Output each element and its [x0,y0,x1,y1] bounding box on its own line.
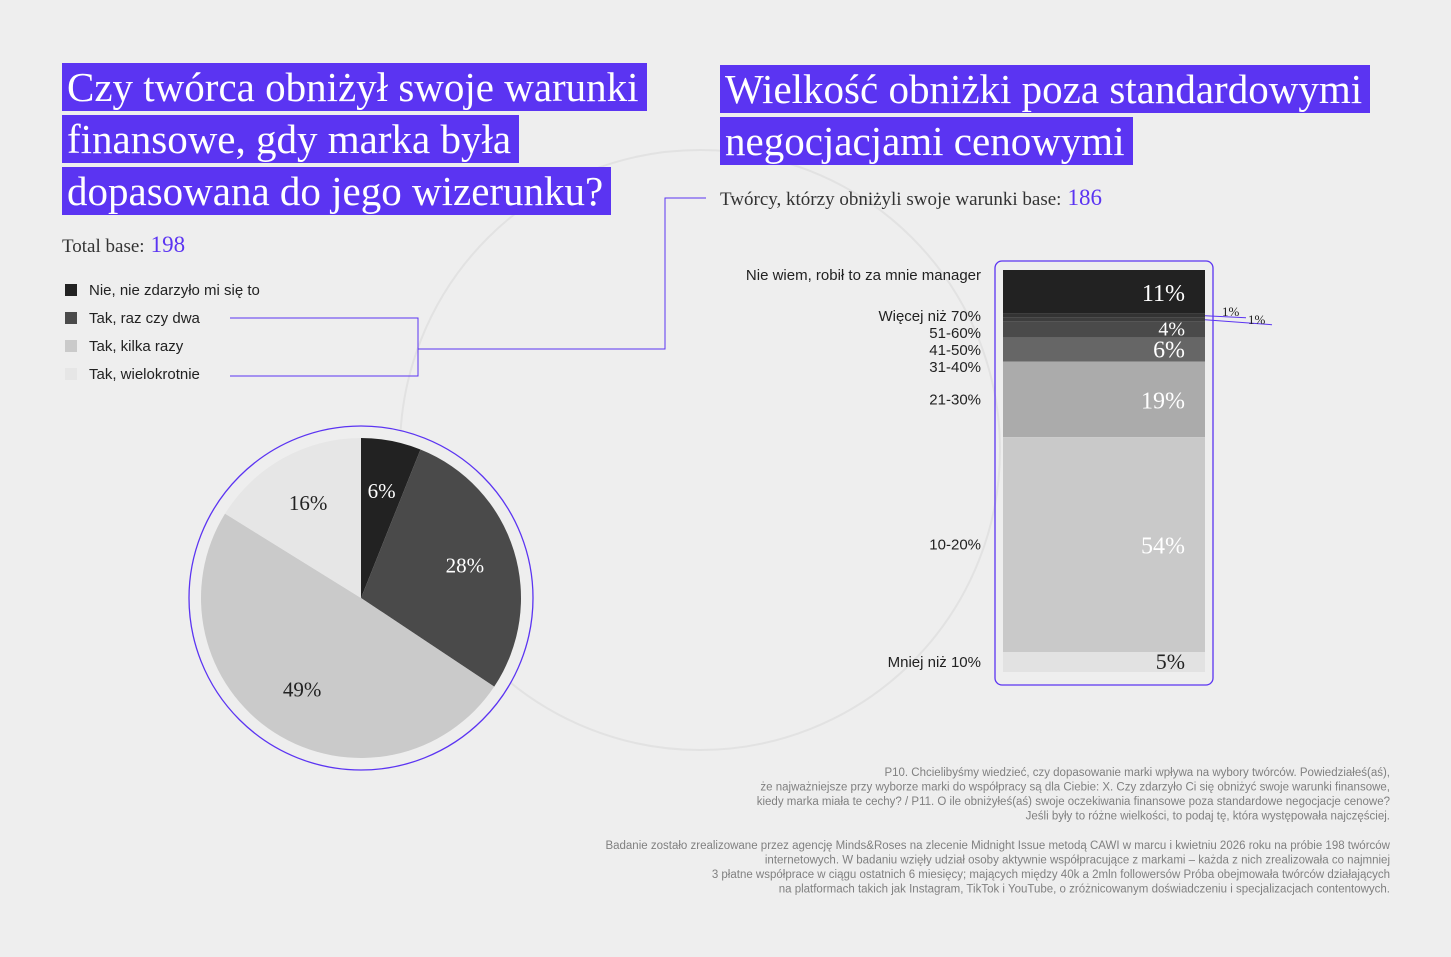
bar-frame [994,260,1214,686]
value-label: 19% [1141,388,1185,414]
legend-swatch [65,284,77,296]
pie-slice [361,449,521,687]
label-leader [1204,315,1247,319]
category-label: 41-50% [929,342,981,359]
category-label: Nie wiem, robił to za mnie manager [746,267,981,284]
footnote: 3 płatne współprace w ciągu ostatnich 6 … [712,869,1390,881]
value-label: 11% [1142,281,1185,307]
category-label: Więcej niż 70% [878,308,981,325]
base-text: Total base: [62,236,145,257]
legend-label: Nie, nie zdarzyło mi się to [89,282,260,299]
category-label: Mniej niż 10% [888,654,981,671]
legend-swatch [65,312,77,324]
footnote: Badanie zostało zrealizowane przez agenc… [605,840,1390,852]
footnote: internetowych. W badaniu wzięły udział o… [765,855,1390,867]
footnote: na platformach takich jak Instagram, Tik… [779,884,1390,896]
pie-slice [200,513,495,759]
value-label: 49% [283,678,322,702]
title-line: Czy twórca obniżył swoje warunki [62,63,647,111]
bar-segment [1003,270,1205,314]
value-label: 5% [1156,649,1185,674]
bar-segment [1003,321,1205,338]
category-label: 31-40% [929,359,981,376]
bar-segment [1003,361,1205,438]
footnote: P10. Chcielibyśmy wiedzieć, czy dopasowa… [884,767,1390,779]
title-line: finansowe, gdy marka była [62,115,520,163]
connector [230,197,706,377]
value-label: 4% [1158,319,1185,341]
title-line: negocjacjami cenowymi [720,117,1133,165]
category-label: 21-30% [929,391,981,408]
bar-segment [1003,337,1205,362]
label-leader [1204,319,1273,326]
value-label: 28% [446,554,485,578]
legend-label: Tak, wielokrotnie [89,366,200,383]
value-label: 1% [1248,312,1266,327]
footnote: Jeśli były to różne wielkości, to podaj … [1026,811,1390,823]
title-line: dopasowana do jego wizerunku? [62,167,612,215]
title-line: Wielkość obniżki poza standardowymi [720,65,1371,113]
bar-segment [1003,652,1205,672]
value-label: 1% [1222,304,1240,319]
base-text: Twórcy, którzy obniżyli swoje warunki ba… [720,189,1061,210]
base-label: Total base: 198 [62,232,185,257]
pie-slice [361,438,421,598]
legend-swatch [65,368,77,380]
legend-swatch [65,340,77,352]
base-value: 186 [1067,185,1102,210]
value-label: 6% [368,479,396,503]
legend-label: Tak, raz czy dwa [89,310,201,327]
base-value: 198 [151,232,186,257]
legend-label: Tak, kilka razy [89,338,184,355]
footnote: kiedy marka miała te cechy? / P11. O ile… [757,796,1390,808]
pie-slice [225,438,361,598]
category-label: 10-20% [929,537,981,554]
base-label: Twórcy, którzy obniżyli swoje warunki ba… [720,185,1102,210]
category-label: 51-60% [929,325,981,342]
value-label: 16% [289,491,328,515]
value-label: 54% [1141,534,1185,560]
bar-segment [1003,313,1205,318]
bar-segment [1003,317,1205,322]
footnote: że najważniejsze przy wyborze marki do w… [760,782,1390,794]
bar-segment [1003,437,1205,653]
value-label: 6% [1153,338,1185,364]
